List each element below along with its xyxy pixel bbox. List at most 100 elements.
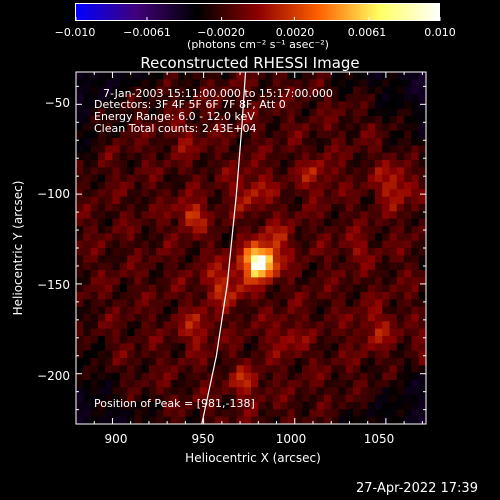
heatmap-cell <box>119 218 128 227</box>
heatmap-cell <box>163 328 172 337</box>
heatmap-cell <box>272 270 281 278</box>
heatmap-cell <box>76 123 84 132</box>
heatmap-cell <box>294 211 303 220</box>
heatmap-cell <box>294 160 303 168</box>
heatmap-cell <box>338 145 347 154</box>
heatmap-cell <box>141 167 150 176</box>
heatmap-cell <box>316 182 325 190</box>
heatmap-cell <box>90 152 99 161</box>
heatmap-cell <box>294 218 303 227</box>
heatmap-cell <box>83 108 91 117</box>
heatmap-cell <box>214 101 223 110</box>
heatmap-cell <box>323 292 332 300</box>
heatmap-cell <box>178 101 186 110</box>
heatmap-cell <box>83 72 91 80</box>
heatmap-cell <box>221 262 230 271</box>
heatmap-cell <box>127 123 135 132</box>
heatmap-cell <box>207 116 215 124</box>
heatmap-cell <box>97 160 106 168</box>
heatmap-cell <box>258 174 266 183</box>
heatmap-cell <box>170 314 179 322</box>
heatmap-cell <box>105 270 113 278</box>
heatmap-cell <box>207 306 215 315</box>
heatmap-cell <box>280 79 288 88</box>
heatmap-cell <box>338 72 347 80</box>
heatmap-cell <box>178 409 186 418</box>
heatmap-cell <box>83 145 91 154</box>
heatmap-cell <box>199 402 208 410</box>
heatmap-cell <box>105 211 113 220</box>
heatmap-cell <box>207 86 215 95</box>
heatmap-cell <box>360 101 369 110</box>
heatmap-cell <box>353 138 361 146</box>
heatmap-cell <box>243 72 252 80</box>
heatmap-cell <box>134 108 143 117</box>
heatmap-cell <box>214 270 223 278</box>
heatmap-cell <box>418 358 426 366</box>
heatmap-cell <box>331 248 339 256</box>
heatmap-cell <box>163 387 172 396</box>
heatmap-cell <box>367 277 376 286</box>
heatmap-cell <box>90 218 99 227</box>
heatmap-cell <box>178 72 186 80</box>
heatmap-cell <box>236 218 245 227</box>
heatmap-cell <box>185 409 194 418</box>
heatmap-cell <box>170 116 179 124</box>
heatmap-cell <box>265 380 274 388</box>
heatmap-cell <box>119 86 128 95</box>
heatmap-cell <box>170 343 179 352</box>
heatmap-cell <box>236 233 245 242</box>
heatmap-cell <box>90 72 99 80</box>
heatmap-cell <box>207 160 215 168</box>
heatmap-cell <box>251 277 259 286</box>
heatmap-cell <box>338 248 347 256</box>
heatmap-cell <box>127 86 135 95</box>
heatmap-cell <box>411 167 420 176</box>
heatmap-cell <box>134 255 143 264</box>
heatmap-cell <box>76 292 84 300</box>
heatmap-cell <box>141 182 150 190</box>
heatmap-cell <box>331 299 339 308</box>
heatmap-cell <box>323 365 332 374</box>
heatmap-cell <box>367 255 376 264</box>
heatmap-cell <box>97 372 106 381</box>
heatmap-cell <box>331 380 339 388</box>
heatmap-cell <box>221 328 230 337</box>
heatmap-cell <box>127 160 135 168</box>
heatmap-cell <box>105 101 113 110</box>
heatmap-cell <box>396 284 405 293</box>
heatmap-cell <box>178 196 186 205</box>
heatmap-cell <box>170 248 179 256</box>
heatmap-cell <box>127 196 135 205</box>
heatmap-cell <box>170 94 179 102</box>
heatmap-cell <box>338 416 347 424</box>
heatmap-cell <box>105 182 113 190</box>
heatmap-cell <box>353 262 361 271</box>
heatmap-cell <box>221 409 230 418</box>
heatmap-cell <box>97 402 106 410</box>
heatmap-cell <box>367 380 376 388</box>
heatmap-cell <box>404 343 412 352</box>
heatmap-cell <box>185 167 194 176</box>
heatmap-cell <box>178 394 186 403</box>
heatmap-cell <box>83 380 91 388</box>
heatmap-cell <box>316 240 325 249</box>
heatmap-cell <box>199 123 208 132</box>
heatmap-cell <box>185 218 194 227</box>
heatmap-cell <box>374 86 383 95</box>
heatmap-cell <box>199 284 208 293</box>
heatmap-cell <box>97 101 106 110</box>
heatmap-cell <box>199 350 208 359</box>
heatmap-cell <box>83 189 91 198</box>
heatmap-cell <box>280 299 288 308</box>
heatmap-cell <box>331 160 339 168</box>
heatmap-cell <box>294 292 303 300</box>
heatmap-cell <box>265 409 274 418</box>
heatmap-cell <box>199 94 208 102</box>
heatmap-cell <box>265 196 274 205</box>
heatmap-cell <box>192 233 201 242</box>
heatmap-cell <box>141 299 150 308</box>
heatmap-cell <box>374 255 383 264</box>
heatmap-cell <box>112 409 121 418</box>
heatmap-cell <box>127 211 135 220</box>
